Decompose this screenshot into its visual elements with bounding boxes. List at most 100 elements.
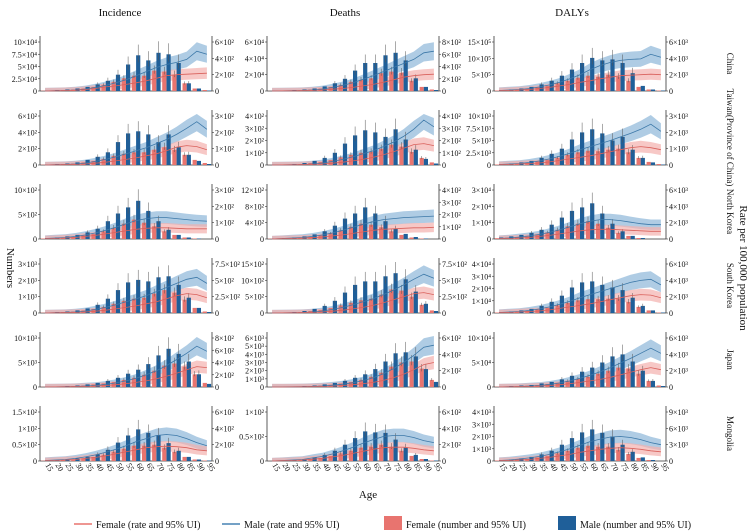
right-tick-label: 6×10² xyxy=(215,38,235,47)
left-tick-label: 0 xyxy=(260,309,264,318)
female-bar xyxy=(596,373,601,387)
male-bar xyxy=(166,276,171,313)
left-tick-label: 4×10⁴ xyxy=(472,260,492,269)
right-tick-label: 0 xyxy=(215,235,219,244)
female-bar xyxy=(358,152,364,165)
female-bar xyxy=(494,460,499,461)
female-bar xyxy=(409,151,414,165)
right-tick-label: 7.5×10² xyxy=(215,260,241,269)
female-rate-line xyxy=(499,447,661,462)
female-bar xyxy=(585,376,591,387)
male-bar xyxy=(433,381,439,387)
female-bar xyxy=(121,379,126,387)
age-tick-label: 20 xyxy=(507,462,519,473)
age-tick-label: 80 xyxy=(629,462,641,473)
age-tick-label: 55 xyxy=(578,462,590,473)
age-tick-label: 30 xyxy=(74,462,86,473)
female-bar xyxy=(172,292,177,313)
male-bar xyxy=(332,300,337,313)
age-tick-label: 85 xyxy=(412,462,424,473)
male-bar xyxy=(549,301,554,313)
male-bar xyxy=(146,364,151,387)
left-tick-label: 5×10⁵ xyxy=(472,71,492,80)
panel-1-2: 0 2.5×10³ 5×10³ 7.5×10³ 10×10³ 0 1×10³ 2×10³ 3×1… xyxy=(466,110,689,170)
female-bar xyxy=(626,368,631,387)
female-bar xyxy=(121,448,126,461)
male-bar xyxy=(590,129,595,165)
left-tick-label: 0 xyxy=(260,457,264,466)
female-bar xyxy=(379,227,384,239)
male-bar xyxy=(413,454,418,461)
male-bar xyxy=(115,442,121,461)
right-tick-label: 0 xyxy=(215,457,219,466)
male-bar xyxy=(206,383,212,387)
male-bar xyxy=(363,63,368,92)
male-bar xyxy=(176,147,181,165)
female-bar xyxy=(202,311,207,313)
male-bar xyxy=(166,229,171,239)
male-bar xyxy=(423,238,428,239)
left-tick-label: 4×10² xyxy=(245,219,265,228)
male-bar xyxy=(413,291,418,313)
right-tick-label: 6×10³ xyxy=(669,186,689,195)
female-bar xyxy=(636,157,641,165)
male-bar xyxy=(559,295,564,313)
male-bar xyxy=(373,432,378,461)
male-bar xyxy=(342,444,348,461)
left-tick-label: 0 xyxy=(33,87,37,96)
male-bar xyxy=(156,435,161,461)
female-bar xyxy=(358,223,364,239)
female-rate-line xyxy=(45,72,207,92)
female-bar xyxy=(646,310,651,313)
male-bar xyxy=(206,90,212,91)
male-bar xyxy=(206,312,212,313)
male-bar xyxy=(610,287,615,313)
right-tick-label: 2×10³ xyxy=(669,293,689,302)
male-bar xyxy=(413,78,418,92)
male-bar xyxy=(196,374,201,388)
female-bar xyxy=(494,164,499,165)
female-bar xyxy=(389,144,394,165)
female-bar xyxy=(338,157,343,165)
male-bar xyxy=(433,90,439,91)
female-bar xyxy=(202,163,207,165)
male-rate-line xyxy=(45,217,207,239)
legend-male-number-label: Male (number and 95% UI) xyxy=(580,520,691,531)
female-bar xyxy=(202,382,207,387)
row-label: Japan xyxy=(725,349,735,370)
female-bar xyxy=(192,159,197,165)
male-bar xyxy=(630,149,635,165)
male-bar xyxy=(403,233,408,239)
female-bar xyxy=(348,154,353,165)
left-tick-label: 3×10⁴ xyxy=(472,186,492,195)
male-bar xyxy=(600,213,605,239)
age-tick-label: 70 xyxy=(609,462,621,473)
right-tick-label: 2×10² xyxy=(215,128,235,137)
male-bar xyxy=(373,369,378,387)
male-bar xyxy=(559,379,564,387)
panel-0-0: 0 2.5×10⁴ 5×10⁴ 7.5×10⁴ 10×10⁴ 0 2×10² 4×10² 6×1… xyxy=(12,36,235,96)
male-bar xyxy=(423,86,428,91)
female-bar xyxy=(172,74,177,91)
male-bar xyxy=(650,460,655,461)
right-tick-label: 4×10³ xyxy=(669,54,689,63)
male-bar xyxy=(660,386,666,387)
left-tick-label: 2.5×10³ xyxy=(466,149,492,158)
male-bar xyxy=(373,63,378,92)
age-tick-label: 25 xyxy=(64,462,76,473)
male-bar xyxy=(640,157,645,165)
female-bar xyxy=(575,447,580,461)
right-tick-label: 5×10² xyxy=(215,276,235,285)
left-tick-label: 3×10² xyxy=(245,124,265,133)
female-bar xyxy=(142,75,147,91)
age-tick-label: 20 xyxy=(280,462,292,473)
right-tick-label: 4×10² xyxy=(442,63,462,72)
male-bar xyxy=(423,369,428,387)
age-tick-label: 15 xyxy=(270,462,282,473)
female-bar xyxy=(338,230,343,239)
left-tick-label: 0 xyxy=(487,457,491,466)
female-bar xyxy=(358,79,364,91)
female-bar xyxy=(348,381,353,387)
female-bar xyxy=(494,90,499,91)
